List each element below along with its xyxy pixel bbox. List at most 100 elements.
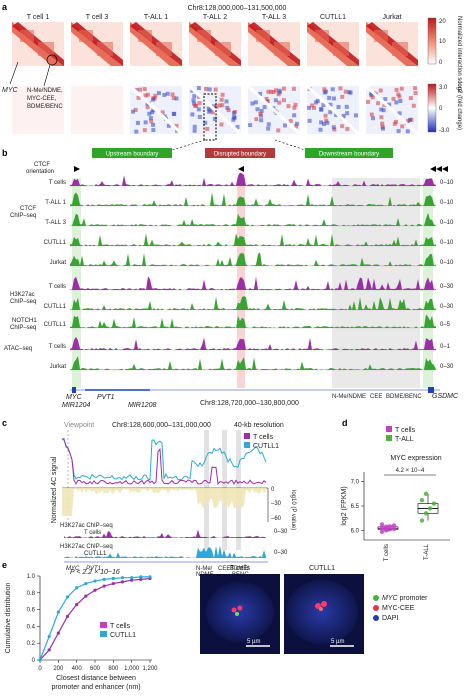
- point-1-4: [419, 497, 425, 503]
- legend-cee: MYC-CEE: [382, 605, 415, 612]
- enhancer-circle: [46, 54, 58, 66]
- cdf-point-0-8: [111, 581, 115, 586]
- diff-pixel: [407, 117, 412, 122]
- diff-pixel: [282, 123, 287, 128]
- diff-pixel: [151, 122, 156, 127]
- track-signal-6: [70, 276, 436, 290]
- diff-pixel: [170, 92, 175, 97]
- diff-pixel: [397, 94, 402, 99]
- cdf-point-1-2: [56, 610, 60, 614]
- track-range-4: 0–10: [440, 240, 454, 246]
- track-range-3: 0–10: [440, 220, 454, 226]
- cdf-point-1-5: [84, 581, 88, 586]
- diff-pixel: [203, 120, 208, 125]
- diff-pixel: [345, 111, 350, 116]
- track-range-2: 0–10: [440, 200, 454, 206]
- cat-tcells-d: T cells: [384, 544, 390, 561]
- ytick-label-e-1: 0.2: [27, 641, 36, 647]
- diff-pixel: [413, 91, 418, 96]
- track-name-10: Jurkat: [50, 364, 67, 370]
- y2-tick-2: –60: [271, 516, 282, 522]
- sample-label-5: T-ALL 3: [262, 14, 286, 21]
- sample-label-1: T cell 1: [27, 14, 50, 21]
- gene-pvt1-c: PVT1: [86, 566, 101, 572]
- diff-pixel: [153, 93, 158, 98]
- diff-pixel: [269, 89, 274, 94]
- diff-pixel: [382, 103, 387, 108]
- point-0-7: [391, 523, 397, 528]
- diff-pixel: [387, 102, 392, 107]
- diff-pixel: [151, 128, 156, 133]
- gene-mir1208: MIR1208: [128, 402, 157, 409]
- enhancer-arrow: [43, 64, 51, 87]
- cdf-point-0-10: [130, 578, 134, 582]
- diff-pixel: [143, 93, 148, 98]
- diff-pixel: [210, 110, 215, 115]
- group-notch1: NOTCH1 ChIP–seq: [10, 318, 37, 331]
- diff-pixel: [328, 102, 333, 107]
- cdf-point-1-9: [120, 576, 125, 580]
- legend-cutll1-e: CUTLL1: [110, 632, 136, 639]
- hic-domain2-4: [215, 42, 231, 56]
- downstream-boundary-box: [305, 148, 393, 158]
- track-range-9: 0–1: [440, 344, 451, 350]
- track-range-5: 0–10: [440, 260, 454, 266]
- cb-top-tick-3: 0: [439, 60, 443, 66]
- diff-pixel: [211, 104, 216, 109]
- track-h3k-tcells-label: H3K27ac ChIP–seq T cells: [60, 523, 113, 536]
- diff-pixel: [340, 94, 345, 99]
- diff-pixel: [380, 126, 385, 131]
- diff-pixel: [324, 118, 329, 123]
- ylabel-d: log2 (FPKM): [341, 486, 348, 525]
- diff-pixel: [396, 128, 401, 133]
- cdf-point-0-7: [102, 584, 106, 588]
- diff-pixel: [281, 98, 286, 103]
- diff-pixel: [391, 96, 396, 101]
- diff-pixel: [266, 122, 271, 127]
- diff-pixel: [219, 97, 224, 102]
- shade-enhancers: [332, 178, 420, 388]
- diff-pixel: [192, 101, 197, 106]
- diff-pixel: [392, 121, 397, 126]
- diff-pixel: [376, 101, 381, 106]
- scale-label-1: 5 µm: [247, 639, 260, 645]
- diff-pixel: [291, 86, 296, 91]
- cdf-point-0-5: [84, 594, 88, 598]
- track-name-8: CUTLL1: [44, 322, 67, 328]
- ytick-label-d-1: 6.5: [351, 504, 360, 510]
- diff-pixel: [345, 126, 350, 131]
- spot-promoter-2: [319, 607, 323, 611]
- disrupted-boundary-label: Disrupted boundary: [214, 152, 266, 158]
- sample-label-4: T-ALL 2: [203, 14, 227, 21]
- diff-pixel: [266, 126, 271, 131]
- diff-pixel: [341, 113, 346, 118]
- legend-dapi: DAPI: [382, 615, 398, 622]
- diff-pixel: [411, 103, 416, 108]
- diff-pixel: [397, 111, 402, 116]
- gene-mir1204: MIR1204: [62, 402, 91, 409]
- diff-pixel: [311, 105, 316, 110]
- hic-sample-labels: T cell 1 T cell 3 T-ALL 1 T-ALL 2 T-ALL 3 CUT…: [27, 14, 402, 21]
- track-range-10: 0–30: [440, 364, 454, 370]
- diff-pixel: [371, 116, 376, 121]
- track-range-1: 0–10: [440, 180, 454, 186]
- diff-pixel: [160, 110, 165, 115]
- diff-diag-6: [305, 84, 361, 136]
- point-1-5: [423, 491, 429, 497]
- panel-e-letter: e: [2, 560, 7, 570]
- foldchange-colorbar: [427, 83, 437, 133]
- gene-bdme-b: BDME/BENC: [386, 394, 422, 400]
- legend-swatch-tcells-e: [100, 622, 107, 628]
- diff-pixel: [315, 98, 320, 103]
- nucleus-cutll1: [286, 580, 358, 644]
- point-1-1: [423, 511, 429, 516]
- track-name-2: T-ALL 1: [45, 200, 66, 206]
- diff-diag-5: [246, 84, 302, 136]
- diff-pixel: [276, 128, 281, 133]
- xtick-label-e-3: 600: [90, 666, 101, 672]
- diff-pixel: [405, 129, 410, 134]
- diff-pixel: [145, 92, 150, 97]
- upstream-boundary-box: [92, 148, 172, 158]
- diff-pixel: [147, 111, 152, 116]
- point-1-3: [431, 501, 437, 506]
